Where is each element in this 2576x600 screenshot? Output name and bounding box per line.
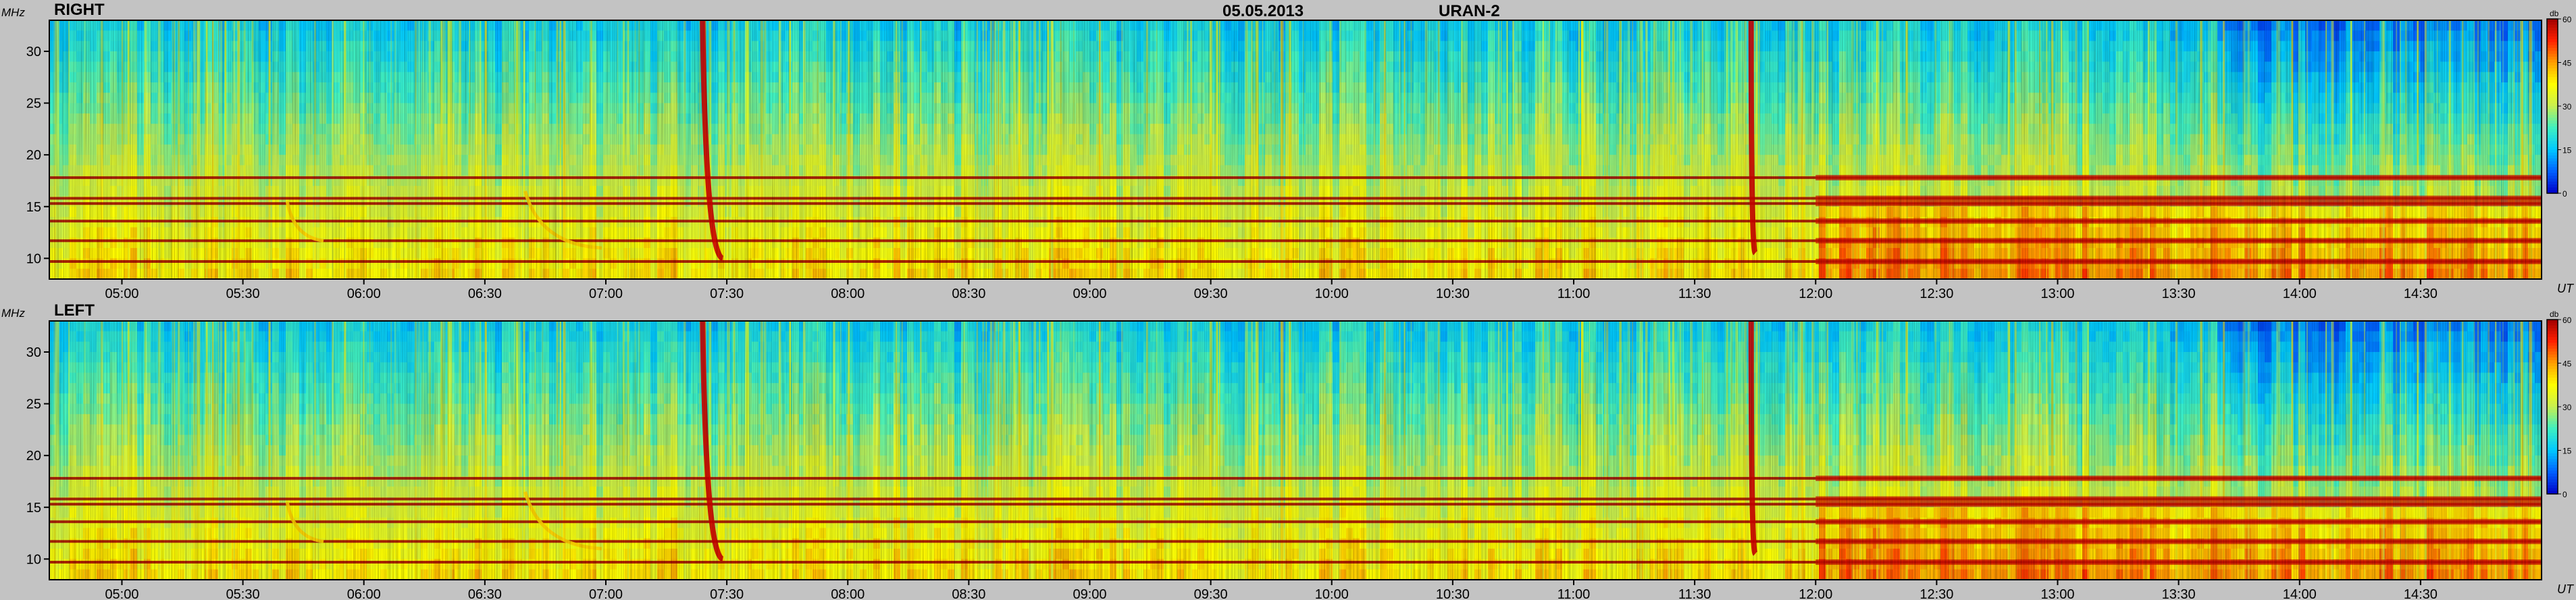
date-label: 05.05.2013 (1222, 2, 1304, 20)
instrument-label: URAN-2 (1439, 2, 1500, 20)
